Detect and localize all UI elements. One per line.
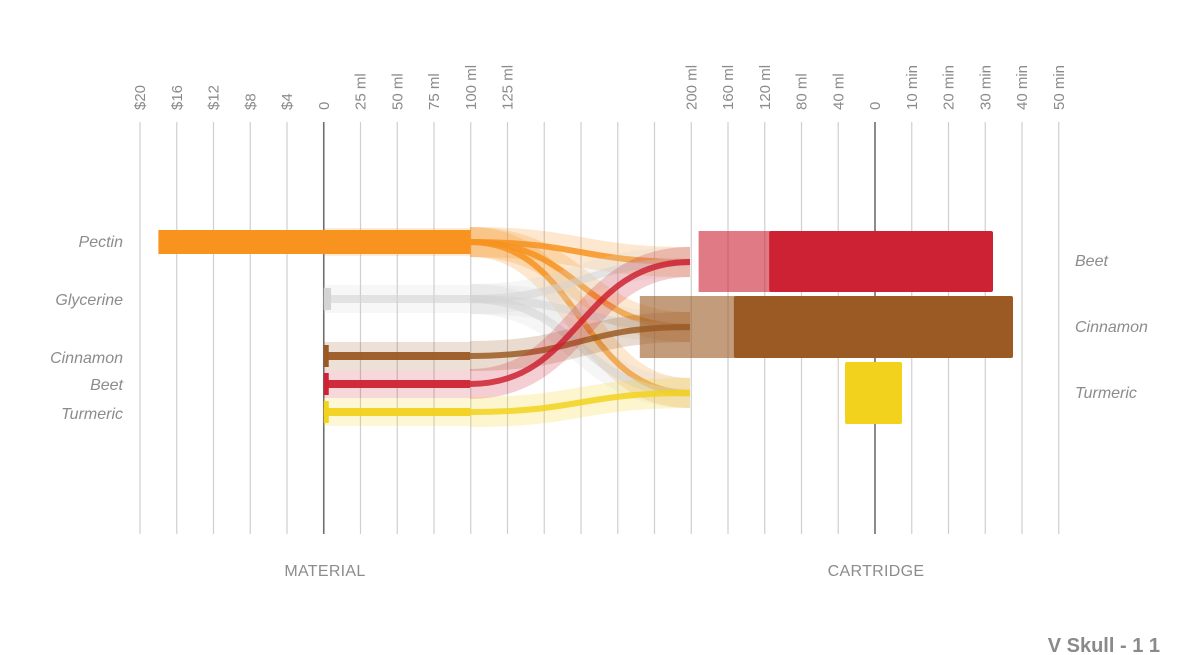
material-label: Cinnamon <box>50 350 123 367</box>
material-bar <box>323 401 329 423</box>
axis-tick-label: 80 ml <box>794 73 811 110</box>
axis-tick-label: $20 <box>132 85 149 110</box>
material-volume-line <box>323 352 470 360</box>
axis-tick-label: $4 <box>279 93 296 110</box>
material-label: Glycerine <box>55 292 123 309</box>
cartridge-section-label: CARTRIDGE <box>828 563 925 580</box>
cartridge-time-bar <box>845 362 902 424</box>
material-bar <box>323 288 332 310</box>
flow-ribbons <box>323 227 691 427</box>
material-volume-line <box>323 380 470 388</box>
material-section-label: MATERIAL <box>284 563 365 580</box>
axis-tick-label: $16 <box>169 85 186 110</box>
material-volume-line <box>323 295 470 303</box>
material-label: Turmeric <box>61 406 123 423</box>
axis-tick-label: 25 ml <box>353 73 370 110</box>
footer-title: V Skull - 1 1 <box>1048 635 1160 655</box>
axis-tick-labels: $20 $16 $12 $8 $4 0 25 ml 50 ml 75 ml 100 ml 125 m… <box>132 65 1068 110</box>
material-bar <box>158 230 471 254</box>
material-bar <box>323 345 329 367</box>
axis-tick-label: 200 ml <box>683 65 700 110</box>
cartridge-time-bar <box>769 231 993 292</box>
axis-tick-label: 40 min <box>1014 65 1031 110</box>
axis-tick-label: $12 <box>206 85 223 110</box>
axis-tick-label: 50 ml <box>389 73 406 110</box>
material-label: Beet <box>90 377 123 394</box>
material-bar <box>323 373 329 395</box>
axis-tick-label: 40 ml <box>830 73 847 110</box>
axis-tick-label: 160 ml <box>720 65 737 110</box>
axis-tick-label: 50 min <box>1051 65 1068 110</box>
axis-tick-label: 100 ml <box>463 65 480 110</box>
cartridge-label: Beet <box>1075 253 1108 270</box>
axis-tick-label: 10 min <box>904 65 921 110</box>
axis-tick-label: 20 min <box>941 65 958 110</box>
flow-core <box>469 390 691 415</box>
material-label: Pectin <box>79 234 124 251</box>
axis-tick-label: 125 ml <box>500 65 517 110</box>
cartridge-time-bar <box>733 296 1013 358</box>
flow-core <box>469 295 691 397</box>
bars <box>158 230 1013 424</box>
flow-core <box>469 259 691 387</box>
axis-tick-label: 75 ml <box>426 73 443 110</box>
material-volume-line <box>323 408 470 416</box>
cartridge-label: Turmeric <box>1075 385 1137 402</box>
row-labels: Pectin Glycerine Cinnamon Beet Turmeric Beet C… <box>50 234 1148 423</box>
axis-tick-label: 0 <box>316 102 333 110</box>
axis-tick-label: 120 ml <box>757 65 774 110</box>
axis-tick-label: 30 min <box>977 65 994 110</box>
cartridge-label: Cinnamon <box>1075 319 1148 336</box>
axis-tick-label: $8 <box>242 93 259 110</box>
axis-tick-label: 0 <box>867 102 884 110</box>
